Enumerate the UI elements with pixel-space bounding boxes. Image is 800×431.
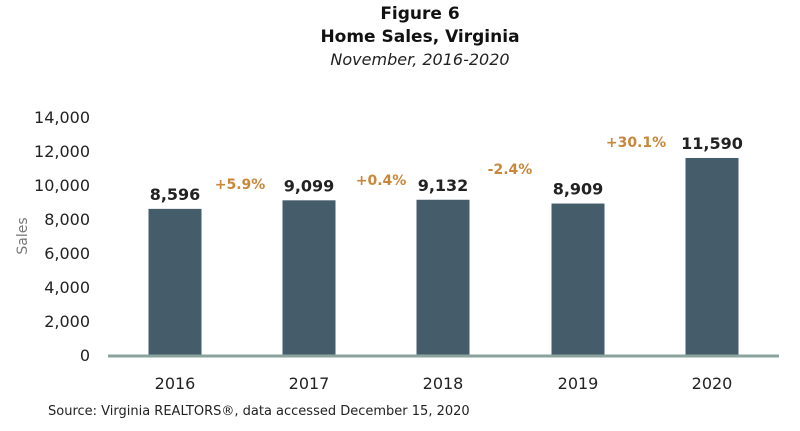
bar-2019 [551, 203, 605, 355]
data-label: 11,590 [681, 134, 743, 153]
x-tick-label: 2017 [289, 374, 330, 393]
data-label: 8,596 [150, 185, 201, 204]
y-tick-label: 10,000 [34, 176, 90, 195]
bar-2016 [148, 208, 202, 355]
y-tick-label: 8,000 [44, 210, 90, 229]
y-axis-label: Sales [15, 217, 31, 254]
chart-title: Figure 6 [380, 4, 460, 24]
chart-subtitle: Home Sales, Virginia [320, 27, 520, 47]
y-tick-label: 4,000 [44, 278, 90, 297]
chart-date-range: November, 2016-2020 [330, 50, 510, 69]
bar-2020 [685, 157, 739, 355]
data-label: 9,099 [284, 176, 335, 195]
y-tick-label: 6,000 [44, 244, 90, 263]
y-tick-label: 2,000 [44, 312, 90, 331]
y-tick-label: 12,000 [34, 142, 90, 161]
bar-2018 [416, 199, 470, 355]
source-note: Source: Virginia REALTORS®, data accesse… [48, 404, 470, 419]
data-label: 9,132 [418, 176, 469, 195]
x-tick-label: 2019 [558, 374, 599, 393]
y-tick-label: 14,000 [34, 108, 90, 127]
y-tick-label: 0 [80, 346, 90, 365]
pct-change-label: -2.4% [488, 162, 533, 178]
x-tick-label: 2016 [155, 374, 196, 393]
bar-2017 [282, 200, 336, 355]
x-tick-label: 2020 [692, 374, 733, 393]
pct-change-label: +30.1% [606, 135, 666, 151]
data-label: 8,909 [553, 180, 604, 199]
pct-change-label: +0.4% [356, 173, 407, 189]
x-tick-label: 2018 [423, 374, 464, 393]
pct-change-label: +5.9% [215, 177, 266, 193]
